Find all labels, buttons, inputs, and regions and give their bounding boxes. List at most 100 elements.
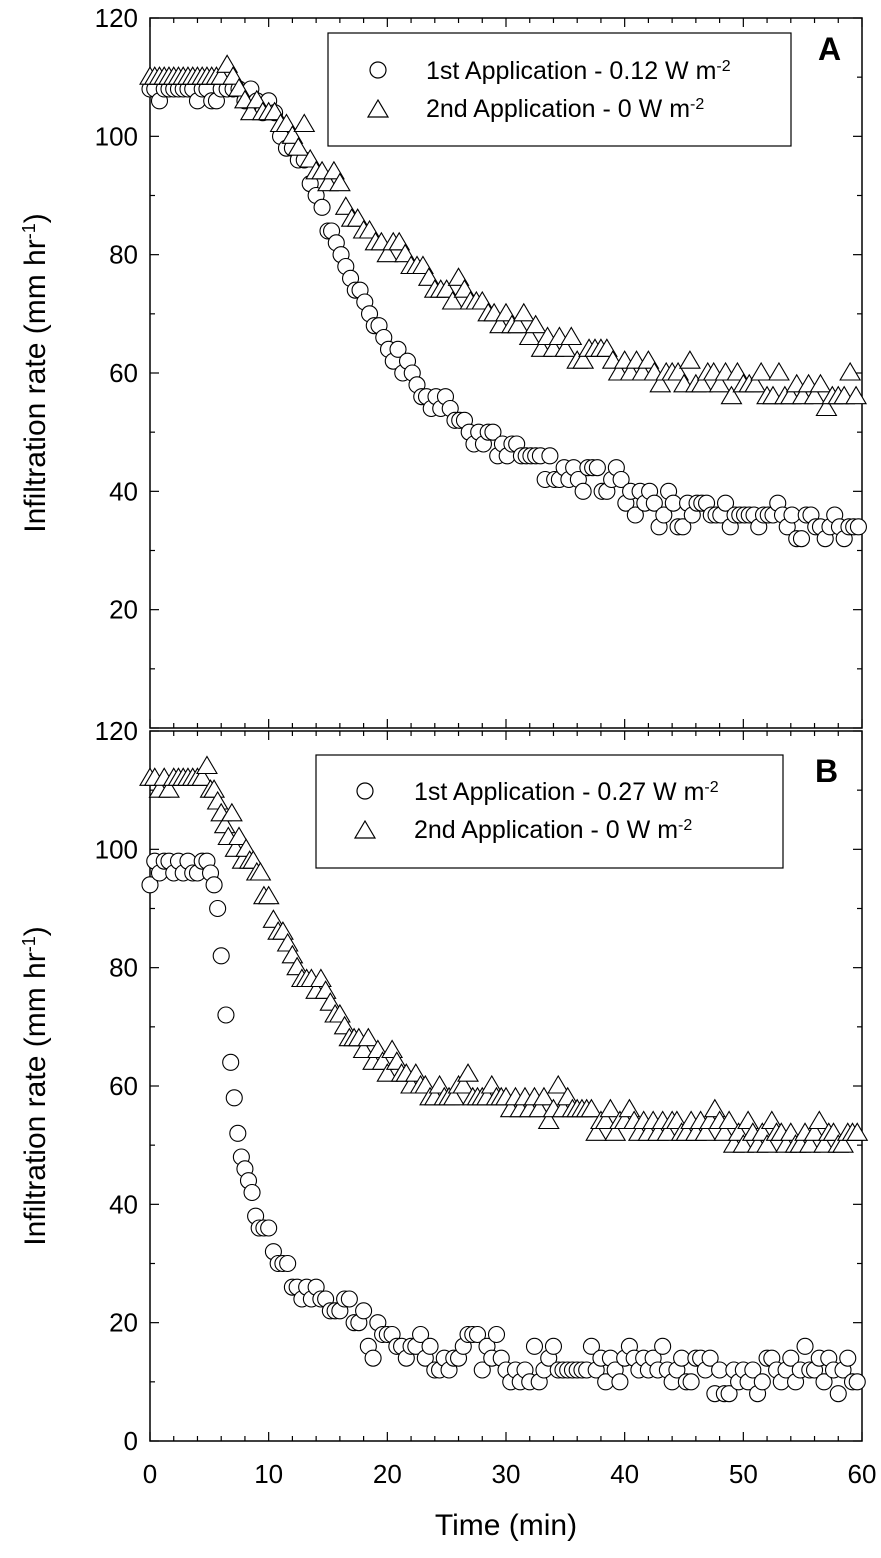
y-tick-label: 40	[109, 1189, 138, 1219]
data-point-circle	[412, 1325, 430, 1344]
data-point-circle	[574, 482, 592, 500]
data-point-circle	[582, 1337, 600, 1355]
data-point-circle	[664, 494, 682, 512]
data-point-triangle	[524, 314, 547, 334]
x-tick-label: 40	[610, 1459, 639, 1489]
legend-box-a	[327, 32, 792, 147]
data-point-triangle	[618, 1098, 641, 1118]
data-point-triangle	[756, 1134, 779, 1153]
data-point-triangle	[744, 373, 767, 393]
data-point-circle	[205, 876, 223, 894]
data-point-circle	[389, 340, 407, 358]
data-point-triangle	[506, 314, 529, 334]
axes-b: 0 20 40 60 80 100 120 0 10 20 30 40 50 60	[95, 716, 877, 1489]
data-point-circle	[217, 1006, 235, 1024]
data-point-circle	[260, 1219, 278, 1237]
data-point-triangle	[560, 326, 583, 346]
data-point-triangle	[287, 137, 310, 156]
data-point-triangle	[832, 1134, 854, 1153]
data-point-triangle	[533, 1086, 555, 1106]
data-point-triangle	[228, 826, 250, 846]
data-point-triangle	[518, 326, 541, 346]
data-point-triangle	[220, 802, 243, 822]
data-point-circle	[541, 447, 559, 465]
data-point-triangle	[262, 909, 285, 928]
data-point-triangle	[649, 373, 672, 393]
data-point-circle	[355, 1302, 373, 1320]
legend-a: 1st Application - 0.12 W m-2 2nd Applica…	[327, 32, 792, 147]
data-point-triangle	[381, 1039, 404, 1059]
data-point-triangle	[376, 1063, 399, 1082]
data-point-triangle	[813, 1134, 835, 1153]
data-point-triangle	[718, 1110, 741, 1130]
data-point-triangle	[839, 361, 862, 381]
data-point-circle	[839, 1349, 857, 1367]
data-point-circle	[753, 1373, 771, 1391]
data-point-triangle	[798, 1134, 821, 1153]
data-point-triangle	[694, 1122, 717, 1141]
data-point-circle	[279, 1254, 297, 1273]
x-tick-label: 30	[492, 1459, 521, 1489]
data-point-circle	[421, 1337, 439, 1355]
data-point-triangle	[547, 1074, 570, 1094]
data-point-circle	[682, 1373, 700, 1391]
data-point-circle	[744, 1361, 762, 1379]
data-point-triangle	[428, 1074, 451, 1094]
data-point-circle	[711, 1361, 729, 1379]
y-tick-label: 40	[109, 476, 138, 506]
legend-box-b	[315, 754, 784, 869]
data-point-triangle	[594, 1110, 617, 1130]
data-point-circle	[225, 1089, 243, 1107]
legend-label-2nd-b: 2nd Application - 0 W m-2	[414, 816, 692, 844]
data-point-circle	[849, 518, 867, 536]
data-point-circle	[674, 518, 692, 536]
markers-a	[139, 54, 868, 548]
legend-marker-triangle-a	[366, 98, 390, 118]
data-point-triangle	[708, 373, 731, 393]
data-point-triangle	[293, 113, 316, 133]
data-point-circle	[673, 1349, 691, 1367]
data-point-triangle	[846, 1122, 869, 1141]
x-tick-label: 50	[729, 1459, 758, 1489]
legend-label-2nd-a: 2nd Application - 0 W m-2	[426, 95, 704, 123]
data-point-circle	[468, 1325, 487, 1344]
data-point-triangle	[604, 1122, 627, 1141]
x-tick-label: 20	[373, 1459, 402, 1489]
data-point-triangle	[480, 1074, 503, 1094]
y-tick-label: 80	[109, 240, 138, 270]
data-point-triangle	[452, 1074, 475, 1094]
panel-label-a: A	[818, 31, 841, 67]
data-point-circle	[716, 494, 735, 512]
data-point-triangle	[328, 172, 351, 192]
data-point-circle	[645, 494, 663, 512]
y-tick-label: 60	[109, 1071, 138, 1101]
data-point-triangle	[257, 885, 280, 905]
x-tick-label: 0	[143, 1459, 157, 1489]
y-tick-label: 120	[95, 716, 138, 746]
data-point-circle	[782, 1349, 800, 1367]
legend-label-1st-a: 1st Application - 0.12 W m-2	[426, 57, 731, 85]
data-point-triangle	[352, 1039, 375, 1059]
legend-marker-triangle-b	[353, 819, 377, 839]
data-point-circle	[792, 530, 811, 548]
data-point-triangle	[191, 767, 214, 786]
data-point-triangle	[512, 302, 535, 322]
data-point-triangle	[760, 1110, 783, 1130]
data-point-circle	[243, 1183, 261, 1202]
data-point-circle	[783, 506, 801, 524]
data-point-circle	[473, 1361, 491, 1379]
x-tick-label: 10	[254, 1459, 283, 1489]
data-point-triangle	[815, 397, 838, 417]
x-axis-title: Time (min)	[435, 1509, 577, 1542]
data-point-triangle	[767, 361, 790, 381]
data-point-triangle	[457, 1063, 479, 1082]
data-point-triangle	[809, 373, 832, 393]
data-point-circle	[611, 1373, 629, 1391]
data-point-triangle	[554, 338, 577, 357]
y-tick-label: 100	[95, 834, 138, 864]
data-point-triangle	[713, 1122, 736, 1141]
legend-label-1st-b: 1st Application - 0.27 W m-2	[414, 778, 719, 806]
data-point-circle	[525, 1337, 544, 1355]
data-point-triangle	[678, 350, 701, 369]
